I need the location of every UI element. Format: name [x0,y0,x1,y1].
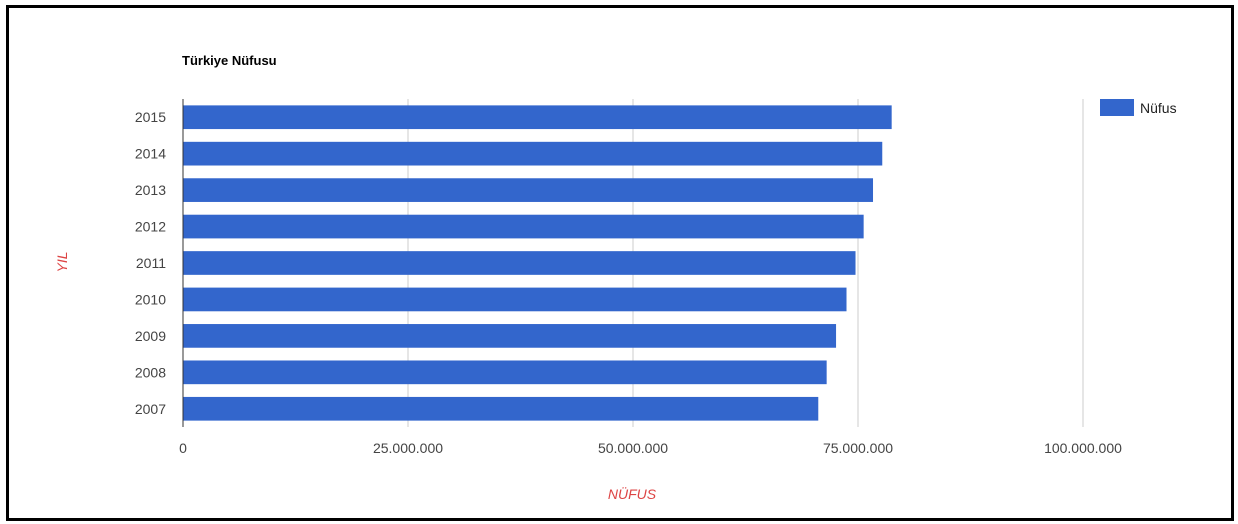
x-tick-label: 50.000.000 [598,440,668,456]
bars [183,105,892,421]
y-tick-label: 2015 [135,109,166,125]
y-tick-label: 2011 [136,255,166,271]
bar-2012 [183,214,864,239]
bar-2011 [183,251,856,275]
bar-2015 [183,105,892,130]
bar-2007 [183,396,819,421]
bar-2014 [183,141,883,166]
legend: Nüfus [1100,99,1177,116]
y-tick-label: 2012 [135,219,166,235]
y-tick-label: 2008 [135,364,166,380]
legend-label: Nüfus [1140,100,1177,116]
x-tick-label: 100.000.000 [1044,440,1122,456]
y-tick-label: 2007 [135,401,166,417]
y-tick-labels: 2015 2014 2013 2012 2011 2010 2009 2008 2007 [135,109,166,417]
x-tick-label: 25.000.000 [373,440,443,456]
bar-2009 [183,324,837,348]
y-tick-label: 2014 [135,146,166,162]
x-tick-label: 75.000.000 [823,440,893,456]
y-tick-label: 2010 [135,291,166,307]
x-axis-title: NÜFUS [608,485,657,502]
y-tick-label: 2009 [135,328,166,344]
legend-swatch [1100,99,1134,116]
chart-title: Türkiye Nüfusu [182,53,277,68]
y-tick-label: 2013 [135,182,166,198]
x-tick-label: 0 [179,440,187,456]
bar-2008 [183,360,827,385]
y-axis-title: YIL [54,251,70,272]
bar-2010 [183,287,847,312]
bar-2013 [183,178,874,202]
x-tick-labels: 0 25.000.000 50.000.000 75.000.000 100.000.0… [179,440,1122,456]
